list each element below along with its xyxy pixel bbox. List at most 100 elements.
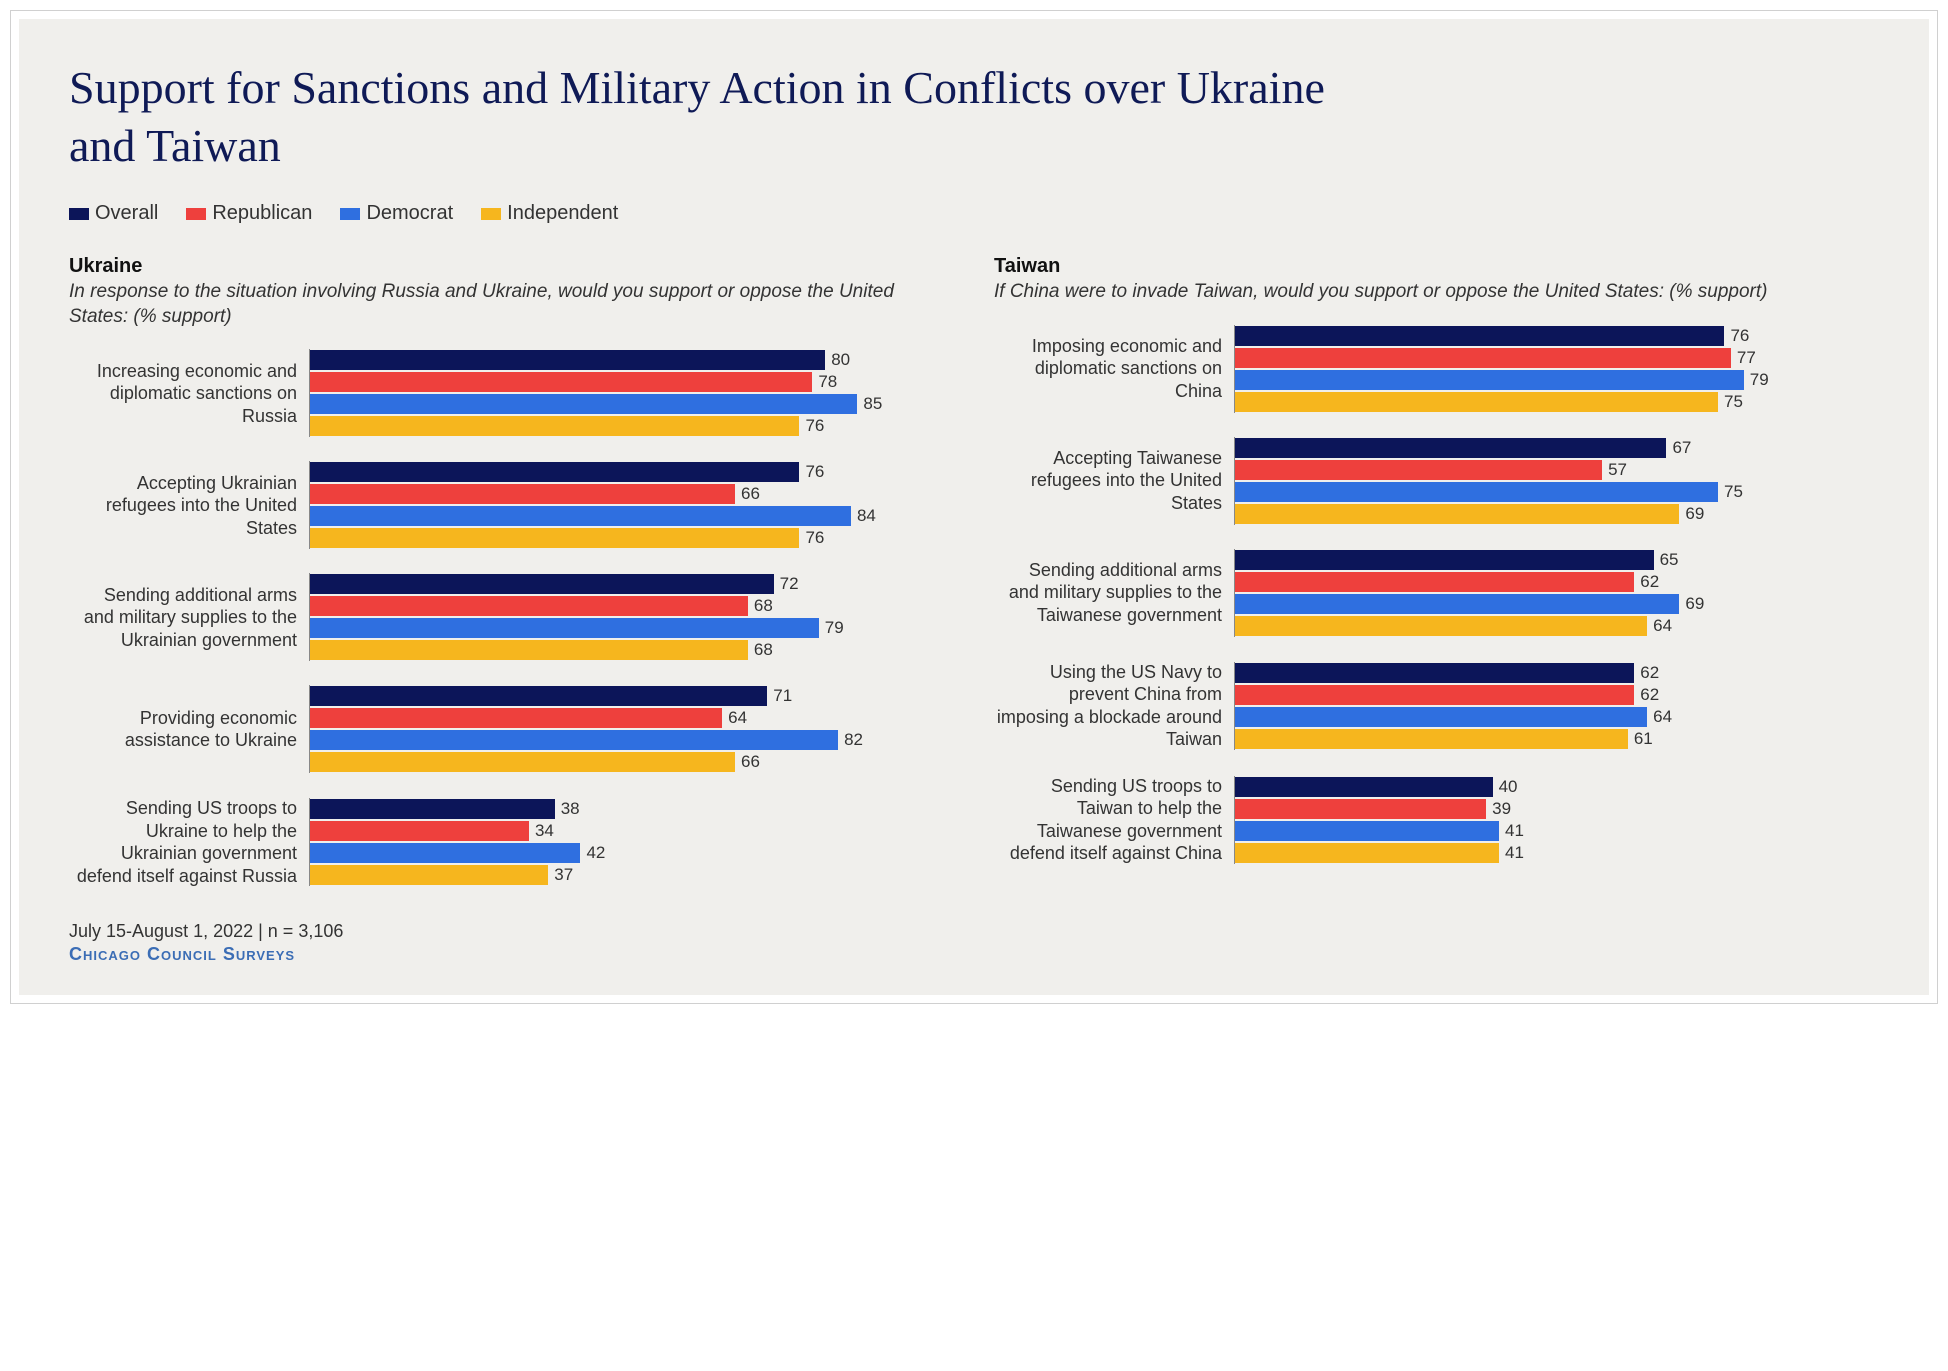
bar-row-democrat: 41 [1235,820,1879,842]
bar-independent [1235,392,1718,412]
bar-value: 68 [748,596,773,616]
bar-overall [1235,326,1724,346]
group-label: Increasing economic and diplomatic sanct… [69,360,309,428]
bar-democrat [1235,482,1718,502]
bar-group: Sending US troops to Ukraine to help the… [69,797,954,887]
group-label: Providing economic assistance to Ukraine [69,707,309,752]
bar-row-overall: 67 [1235,437,1879,459]
bar-value: 71 [767,686,792,706]
bar-value: 85 [857,394,882,414]
bar-row-independent: 69 [1235,503,1879,525]
chart-panels: UkraineIn response to the situation invo… [69,255,1879,911]
bar-row-independent: 75 [1235,391,1879,413]
bars-wrap: 76777975 [1234,325,1879,413]
bar-democrat [1235,707,1647,727]
bar-row-overall: 38 [310,798,954,820]
bar-row-overall: 71 [310,685,954,707]
bar-republican [310,372,812,392]
bar-value: 65 [1654,550,1679,570]
panel-subtitle: In response to the situation involving R… [69,280,954,329]
bar-row-independent: 37 [310,864,954,886]
bar-group: Sending additional arms and military sup… [69,573,954,661]
chart-area: Imposing economic and diplomatic sanctio… [994,325,1879,865]
bar-value: 80 [825,350,850,370]
bar-democrat [310,506,851,526]
bars-wrap: 38344237 [309,798,954,886]
bar-row-democrat: 84 [310,505,954,527]
bar-row-republican: 68 [310,595,954,617]
legend-label: Democrat [366,202,453,225]
bar-value: 64 [1647,707,1672,727]
bar-row-republican: 64 [310,707,954,729]
bars-wrap: 72687968 [309,573,954,661]
bar-overall [1235,663,1634,683]
bar-group: Sending US troops to Taiwan to help the … [994,775,1879,865]
panel-taiwan: TaiwanIf China were to invade Taiwan, wo… [994,255,1879,911]
group-label: Sending US troops to Taiwan to help the … [994,775,1234,865]
bars-wrap: 6562 69 64 [1234,549,1879,637]
legend-item-republican: Republican [186,202,312,225]
bar-overall [1235,550,1654,570]
bar-republican [1235,799,1486,819]
bar-group: Accepting Taiwanese refugees into the Un… [994,437,1879,525]
bar-value: 79 [1744,370,1769,390]
bar-value: 38 [555,799,580,819]
bar-republican [310,821,529,841]
bar-republican [310,596,748,616]
bars-wrap: 67577569 [1234,437,1879,525]
bar-value: 72 [774,574,799,594]
legend-swatch-republican [186,208,206,220]
bar-republican [1235,685,1634,705]
bar-row-republican: 77 [1235,347,1879,369]
bar-value: 42 [580,843,605,863]
panel-title: Ukraine [69,255,954,278]
group-label: Sending additional arms and military sup… [994,559,1234,627]
bar-democrat [1235,370,1744,390]
bar-value: 77 [1731,348,1756,368]
bar-value: 69 [1679,594,1704,614]
bar-row-overall: 40 [1235,776,1879,798]
bar-independent [310,865,548,885]
legend-swatch-overall [69,208,89,220]
bar-row-republican: 78 [310,371,954,393]
bar-overall [310,799,555,819]
bar-row-independent: 41 [1235,842,1879,864]
chart-container: Support for Sanctions and Military Actio… [19,19,1929,995]
bar-independent [1235,729,1628,749]
bar-row-overall: 76 [310,461,954,483]
legend-swatch-democrat [340,208,360,220]
bar-overall [1235,438,1666,458]
chart-footer: July 15-August 1, 2022 | n = 3,106 Chica… [69,921,1879,965]
outer-frame: Support for Sanctions and Military Actio… [10,10,1938,1004]
legend-swatch-independent [481,208,501,220]
bar-group: Using the US Navy to prevent China from … [994,661,1879,751]
legend-item-independent: Independent [481,202,618,225]
legend-item-overall: Overall [69,202,158,225]
bar-group: Imposing economic and diplomatic sanctio… [994,325,1879,413]
bar-value: 62 [1634,572,1659,592]
bar-republican [310,708,722,728]
bar-row-independent: 76 [310,415,954,437]
bar-row-republican: 66 [310,483,954,505]
bar-row-overall: 76 [1235,325,1879,347]
bar-value: 67 [1666,438,1691,458]
bar-group: Increasing economic and diplomatic sanct… [69,349,954,437]
bar-value: 64 [1647,616,1672,636]
bar-independent [310,752,735,772]
bar-value: 62 [1634,685,1659,705]
bar-row-republican: 34 [310,820,954,842]
bar-value: 57 [1602,460,1627,480]
bar-row-overall: 80 [310,349,954,371]
bar-value: 76 [799,462,824,482]
panel-ukraine: UkraineIn response to the situation invo… [69,255,954,911]
bar-value: 40 [1493,777,1518,797]
chart-area: Increasing economic and diplomatic sanct… [69,349,954,887]
footer-source: Chicago Council Surveys [69,944,1879,965]
bars-wrap: 71648266 [309,685,954,773]
group-label: Using the US Navy to prevent China from … [994,661,1234,751]
bar-democrat [310,618,819,638]
bar-row-independent: 61 [1235,728,1879,750]
bar-row-independent: 68 [310,639,954,661]
bar-republican [1235,572,1634,592]
bar-value: 64 [722,708,747,728]
